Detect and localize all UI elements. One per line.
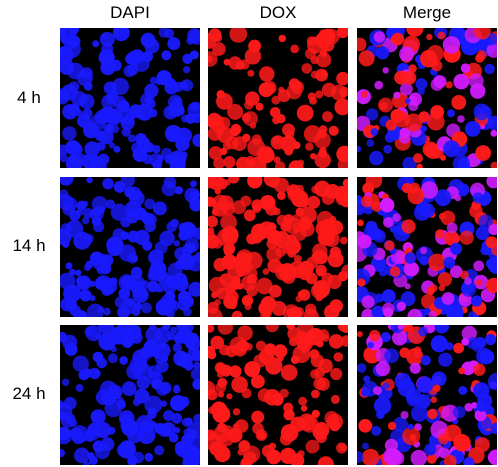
panel-4h-dapi <box>60 28 200 168</box>
panel-24h-merge <box>357 325 497 465</box>
panel-24h-dapi <box>60 325 200 465</box>
column-header-dox: DOX <box>259 3 297 22</box>
column-header-merge: Merge <box>402 3 452 22</box>
row-label-24h: 24 h <box>12 384 46 403</box>
panel-24h-dox <box>208 325 348 465</box>
panel-14h-dox <box>208 177 348 317</box>
panel-14h-merge <box>357 177 497 317</box>
column-header-dapi: DAPI <box>110 3 150 22</box>
panel-4h-dox <box>208 28 348 168</box>
panel-4h-merge <box>357 28 497 168</box>
panel-14h-dapi <box>60 177 200 317</box>
row-label-14h: 14 h <box>12 236 46 255</box>
row-label-4h: 4 h <box>17 88 41 107</box>
